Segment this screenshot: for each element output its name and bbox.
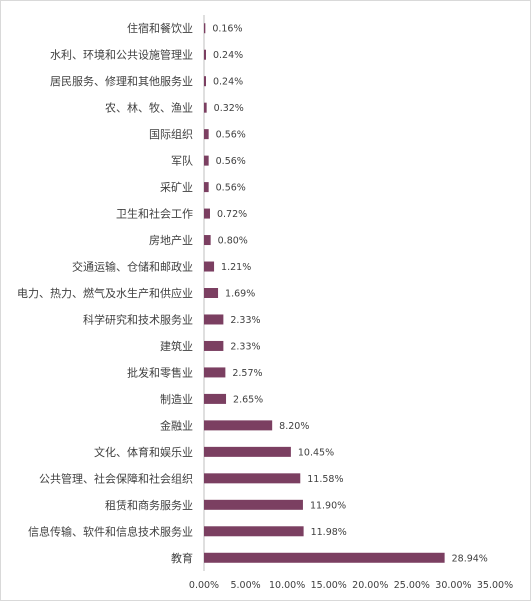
data-label: 0.56%: [216, 130, 246, 141]
data-label: 2.33%: [230, 341, 260, 352]
category-label: 国际组织: [149, 127, 193, 141]
bar: [204, 235, 211, 246]
data-label: 0.72%: [217, 209, 247, 220]
category-label: 水利、环境和公共设施管理业: [50, 48, 193, 62]
data-label: 2.57%: [232, 368, 262, 379]
category-label: 住宿和餐饮业: [127, 21, 193, 35]
bar: [204, 552, 445, 563]
bar: [204, 446, 291, 457]
bar: [204, 526, 304, 537]
x-axis-ticks: 0.00% 5.00% 10.00% 15.00% 20.00% 25.00% 30.00%…: [189, 580, 513, 591]
data-label: 11.90%: [310, 500, 346, 511]
bar: [204, 499, 303, 510]
category-label: 交通运输、仓储和邮政业: [72, 260, 193, 274]
data-label: 0.56%: [216, 183, 246, 194]
bar: [204, 288, 219, 298]
x-tick-label: 30.00%: [435, 580, 471, 591]
category-label: 采矿业: [160, 181, 193, 194]
x-tick-label: 5.00%: [230, 580, 260, 591]
bar: [204, 340, 224, 351]
category-label: 公共管理、社会保障和社会组织: [39, 471, 193, 485]
bar: [204, 76, 206, 87]
data-label: 8.20%: [279, 421, 309, 432]
bar: [204, 393, 227, 404]
x-tick-label: 20.00%: [352, 580, 388, 591]
bar: [204, 420, 273, 431]
bar: [204, 473, 301, 484]
data-label: 1.21%: [221, 262, 251, 273]
bars-group: [204, 23, 445, 563]
bar: [204, 102, 207, 113]
category-label: 卫生和社会工作: [116, 207, 193, 221]
bar: [204, 129, 209, 140]
data-label: 1.69%: [225, 289, 255, 300]
data-label: 2.33%: [230, 315, 260, 326]
x-tick-label: 15.00%: [311, 580, 347, 591]
x-tick-label: 0.00%: [189, 580, 219, 591]
data-label: 28.94%: [452, 553, 488, 564]
category-label: 文化、体育和娱乐业: [94, 445, 193, 459]
category-label: 居民服务、修理和其他服务业: [50, 74, 193, 88]
category-label: 租赁和商务服务业: [105, 498, 193, 512]
category-labels: 住宿和餐饮业水利、环境和公共设施管理业居民服务、修理和其他服务业农、林、牧、渔业…: [17, 21, 193, 565]
bar: [204, 182, 209, 193]
category-label: 科学研究和技术服务业: [83, 312, 193, 326]
category-label: 建筑业: [160, 339, 193, 353]
category-label: 制造业: [160, 392, 193, 406]
data-label: 0.24%: [213, 50, 243, 61]
bar: [204, 314, 224, 325]
bar: [204, 261, 215, 272]
data-label: 11.98%: [311, 527, 347, 538]
bar: [204, 23, 206, 34]
category-label: 教育: [171, 551, 193, 565]
category-label: 批发和零售业: [127, 365, 193, 379]
x-tick-label: 10.00%: [269, 580, 305, 591]
bar: [204, 208, 210, 219]
data-label: 11.58%: [307, 474, 343, 485]
data-labels: 0.16% 0.24% 0.24% 0.32% 0.56% 0.56% 0.56% 0.72%…: [212, 24, 488, 565]
category-label: 军队: [171, 154, 193, 168]
bar: [204, 155, 209, 166]
data-label: 0.32%: [214, 103, 244, 114]
category-label: 农、林、牧、渔业: [105, 101, 193, 115]
bar: [204, 367, 226, 378]
data-label: 0.16%: [212, 24, 242, 35]
data-label: 0.56%: [216, 156, 246, 167]
data-label: 10.45%: [298, 447, 334, 458]
bar: [204, 49, 206, 60]
category-label: 金融业: [160, 418, 193, 432]
category-label: 电力、热力、燃气及水生产和供应业: [17, 286, 193, 300]
x-tick-label: 35.00%: [477, 580, 513, 591]
category-label: 房地产业: [149, 233, 193, 247]
data-label: 0.80%: [218, 236, 248, 247]
x-tick-label: 25.00%: [394, 580, 430, 591]
category-label: 信息传输、软件和信息技术服务业: [28, 524, 193, 538]
data-label: 2.65%: [233, 394, 263, 405]
data-label: 0.24%: [213, 77, 243, 88]
